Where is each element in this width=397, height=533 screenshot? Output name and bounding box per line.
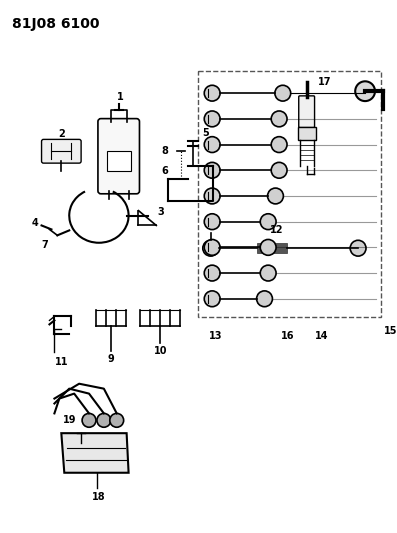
FancyBboxPatch shape [42,140,81,163]
Text: 2: 2 [58,130,65,140]
Circle shape [204,291,220,306]
Circle shape [82,414,96,427]
Text: 4: 4 [31,219,38,229]
Text: 14: 14 [315,332,328,341]
Text: 15: 15 [384,326,397,336]
Text: 19: 19 [62,415,76,425]
Circle shape [260,265,276,281]
Text: 8: 8 [162,146,169,156]
Circle shape [204,136,220,152]
Circle shape [203,240,219,256]
Circle shape [204,239,220,255]
Polygon shape [61,433,129,473]
Text: 18: 18 [92,492,106,503]
Circle shape [271,111,287,127]
Circle shape [204,265,220,281]
Circle shape [260,214,276,230]
Text: 5: 5 [202,128,209,139]
Text: 1: 1 [117,92,124,102]
Circle shape [350,240,366,256]
Text: 6: 6 [162,166,169,176]
Circle shape [204,188,220,204]
Circle shape [275,85,291,101]
Bar [298,126,316,140]
Text: 16: 16 [281,332,294,341]
Text: 12: 12 [270,225,284,236]
Circle shape [204,163,220,178]
Circle shape [97,414,111,427]
Circle shape [204,214,220,230]
Text: 17: 17 [318,77,331,87]
Text: 11: 11 [54,357,68,367]
Text: 3: 3 [157,207,164,216]
Text: 7: 7 [41,240,48,250]
Circle shape [204,111,220,127]
Circle shape [271,136,287,152]
Bar [198,71,381,317]
Bar [257,243,287,253]
Circle shape [271,163,287,178]
FancyBboxPatch shape [98,119,139,194]
FancyBboxPatch shape [299,96,314,127]
Circle shape [355,82,375,101]
Text: 10: 10 [154,346,167,356]
Circle shape [204,85,220,101]
Circle shape [260,239,276,255]
Circle shape [110,414,123,427]
Text: 9: 9 [108,354,114,364]
Circle shape [256,291,272,306]
Bar [107,151,131,171]
Text: 13: 13 [209,332,223,341]
Circle shape [268,188,283,204]
Text: 81J08 6100: 81J08 6100 [12,17,99,31]
